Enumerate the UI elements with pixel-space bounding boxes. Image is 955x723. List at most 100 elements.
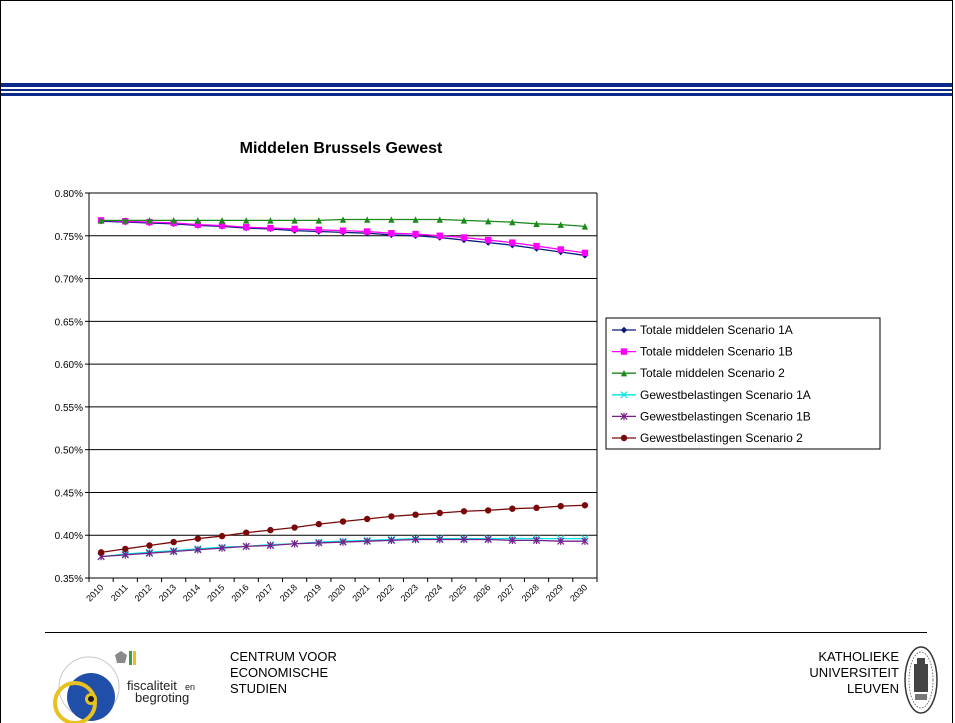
data-point-series-6	[267, 526, 274, 534]
data-point-series-2	[363, 228, 371, 235]
footer-left-text: CENTRUM VOOR ECONOMISCHE STUDIEN	[230, 649, 337, 697]
data-point-series-2	[557, 246, 564, 253]
data-point-series-3	[122, 217, 129, 224]
data-point-series-5	[242, 542, 250, 551]
data-point-series-6	[315, 520, 323, 528]
data-point-series-5	[145, 549, 154, 557]
x-tick-label: 2030	[568, 582, 589, 603]
header-band-mid	[1, 89, 952, 91]
data-point-series-3	[97, 217, 105, 224]
y-tick-label: 0.40%	[55, 531, 83, 542]
x-tick-label: 2023	[399, 582, 420, 603]
data-point-series-6	[388, 513, 395, 520]
data-point-series-2	[267, 224, 274, 232]
footer-divider	[45, 632, 927, 633]
footer-left-line-1: CENTRUM VOOR	[230, 649, 337, 664]
legend-label-1: Totale middelen Scenario 1A	[640, 323, 793, 337]
data-point-series-6	[557, 502, 564, 510]
data-point-series-5	[557, 537, 565, 545]
data-point-series-2	[581, 249, 589, 257]
fiscaliteit-begroting-logo: fiscaliteit en begroting	[45, 641, 225, 723]
data-point-series-3	[581, 223, 589, 230]
data-point-series-3	[170, 217, 177, 224]
x-tick-label: 2029	[544, 582, 565, 603]
data-point-series-5	[339, 538, 347, 546]
legend-label-2: Totale middelen Scenario 1B	[640, 345, 793, 359]
data-point-series-3	[146, 217, 153, 224]
x-tick-label: 2022	[375, 582, 396, 603]
data-point-series-6	[509, 505, 516, 512]
data-point-series-6	[243, 529, 250, 536]
data-point-series-6	[97, 549, 105, 556]
y-tick-label: 0.50%	[55, 446, 83, 457]
data-point-series-2	[533, 242, 540, 250]
data-point-series-2	[291, 225, 298, 233]
header-band-top	[1, 83, 952, 87]
data-point-series-6	[146, 542, 153, 549]
footer-right-line-2: UNIVERSITEIT	[809, 665, 899, 680]
data-point-series-3	[339, 216, 347, 223]
x-tick-label: 2019	[302, 582, 323, 603]
data-point-series-6	[460, 508, 468, 515]
data-point-series-3	[194, 217, 202, 224]
x-tick-label: 2020	[326, 582, 347, 603]
x-tick-label: 2025	[447, 582, 468, 603]
data-point-series-5	[581, 537, 589, 545]
logo-word-en: en	[185, 682, 195, 692]
data-point-series-2	[412, 230, 419, 238]
data-point-series-2	[218, 222, 226, 229]
y-tick-label: 0.45%	[55, 488, 83, 499]
data-point-series-5	[484, 535, 492, 544]
data-point-series-3	[509, 218, 516, 226]
x-tick-label: 2018	[278, 582, 299, 603]
legend-marker-6	[620, 434, 628, 442]
y-tick-label: 0.65%	[55, 317, 83, 328]
legend-label-6: Gewestbelastingen Scenario 2	[640, 431, 803, 445]
data-point-series-3	[363, 216, 371, 223]
data-point-series-6	[363, 515, 371, 523]
x-tick-label: 2017	[254, 582, 275, 603]
ku-leuven-seal	[903, 644, 939, 716]
data-point-series-5	[460, 535, 468, 544]
data-point-series-5	[532, 536, 541, 545]
footer-right-line-3: LEUVEN	[846, 681, 899, 696]
data-point-series-3	[533, 220, 540, 227]
footer-left-line-3: STUDIEN	[230, 681, 288, 696]
data-point-series-6	[291, 524, 298, 531]
data-point-series-3	[460, 217, 468, 224]
logo-word-fiscaliteit: fiscaliteit	[127, 678, 177, 693]
data-point-series-3	[267, 217, 274, 224]
data-point-series-2	[460, 234, 468, 241]
chart-title: Middelen Brussels Gewest	[240, 140, 443, 157]
x-tick-label: 2026	[471, 582, 492, 603]
data-point-series-5	[290, 540, 299, 548]
x-tick-label: 2015	[205, 582, 226, 603]
x-tick-label: 2021	[350, 582, 371, 603]
data-point-series-3	[557, 221, 564, 228]
data-point-series-3	[243, 217, 250, 224]
x-tick-label: 2012	[133, 582, 154, 603]
footer-left-line-2: ECONOMISCHE	[230, 665, 329, 680]
data-point-series-2	[509, 239, 516, 246]
y-tick-label: 0.35%	[55, 574, 83, 585]
data-point-series-2	[484, 236, 492, 244]
footer-right-line-1: KATHOLIEKE	[818, 649, 899, 664]
data-point-series-2	[388, 230, 395, 237]
data-point-series-3	[436, 216, 443, 223]
data-point-series-2	[339, 227, 347, 234]
data-point-series-3	[388, 216, 395, 223]
data-point-series-5	[218, 544, 226, 552]
x-tick-label: 2011	[109, 582, 130, 603]
legend-marker-1	[620, 326, 628, 334]
x-tick-label: 2014	[181, 582, 202, 603]
x-tick-label: 2016	[229, 582, 250, 603]
data-point-series-6	[484, 507, 492, 514]
data-point-series-6	[436, 509, 443, 517]
fiscaliteit-begroting-logo-icon: fiscaliteit en begroting	[53, 651, 195, 723]
data-point-series-6	[533, 504, 540, 512]
logo-word-begroting: begroting	[135, 690, 189, 705]
legend-marker-4	[620, 391, 628, 399]
data-point-series-5	[266, 541, 275, 550]
legend-label-5: Gewestbelastingen Scenario 1B	[640, 409, 811, 423]
